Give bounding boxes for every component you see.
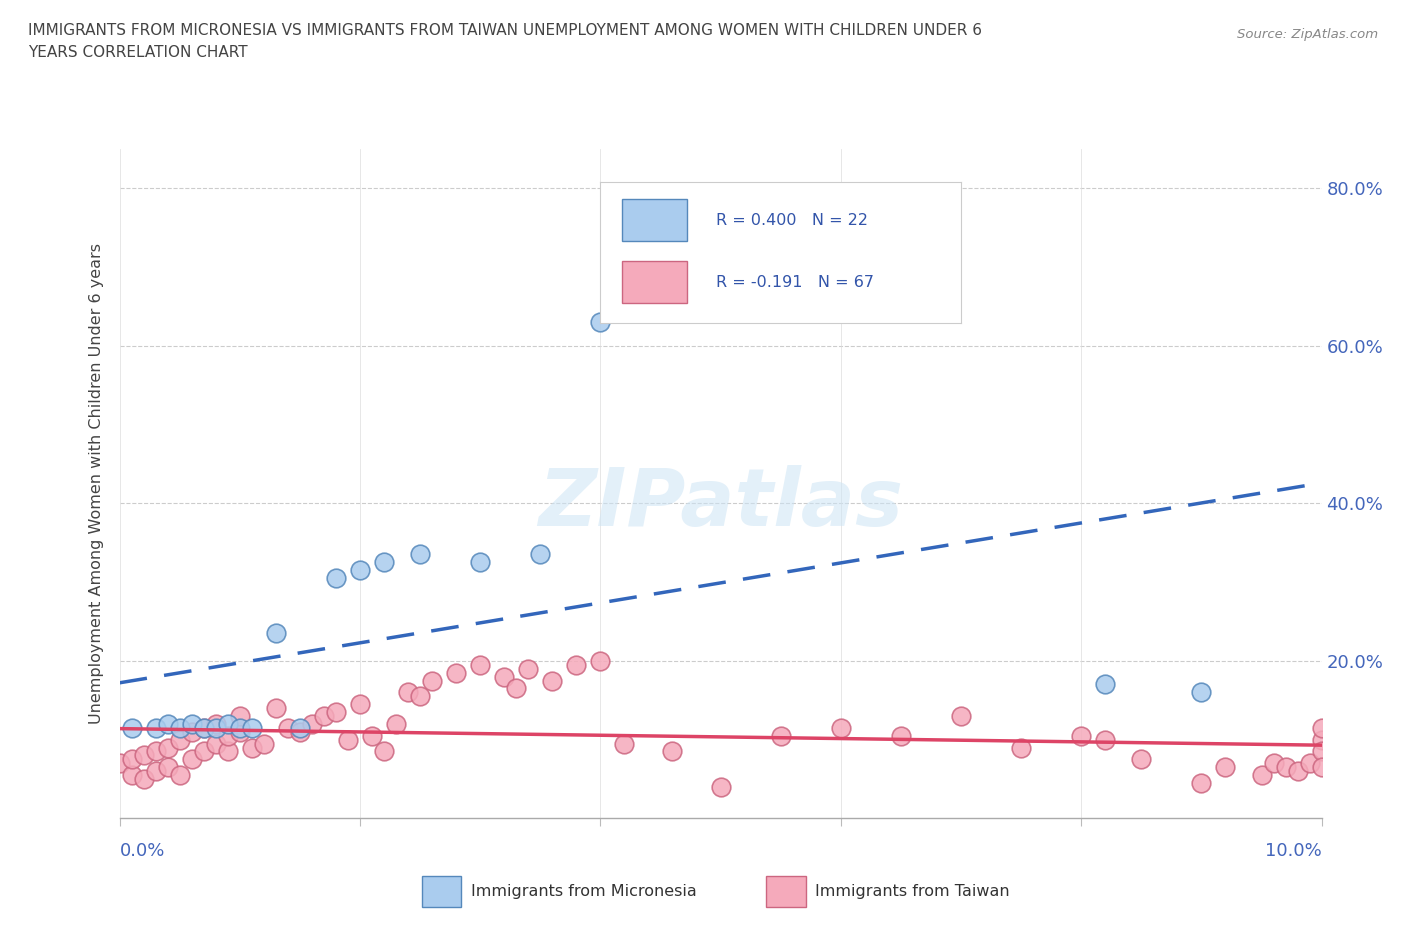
Point xyxy=(349,697,371,711)
Point xyxy=(709,299,731,313)
Point xyxy=(240,721,263,736)
Point xyxy=(108,756,131,771)
Point xyxy=(121,751,143,766)
Point xyxy=(301,716,323,731)
Point xyxy=(830,721,852,736)
Point xyxy=(565,658,588,672)
Point xyxy=(228,721,252,736)
Point xyxy=(132,748,155,763)
Point xyxy=(228,724,252,739)
Point xyxy=(156,716,179,731)
Point xyxy=(264,700,287,715)
Point xyxy=(589,314,612,329)
Point xyxy=(240,740,263,755)
Point xyxy=(1310,721,1333,736)
Text: ZIPatlas: ZIPatlas xyxy=(538,465,903,543)
Point xyxy=(1250,767,1272,782)
Point xyxy=(336,732,359,747)
Point xyxy=(145,744,167,759)
Point xyxy=(325,705,347,720)
Point xyxy=(1010,740,1032,755)
Point xyxy=(1298,756,1320,771)
Point xyxy=(288,724,311,739)
Point xyxy=(1189,776,1212,790)
Text: 10.0%: 10.0% xyxy=(1265,842,1322,859)
Text: Immigrants from Taiwan: Immigrants from Taiwan xyxy=(815,884,1010,899)
Point xyxy=(121,721,143,736)
Point xyxy=(1215,760,1237,775)
Text: Immigrants from Micronesia: Immigrants from Micronesia xyxy=(471,884,697,899)
Point xyxy=(1310,732,1333,747)
Point xyxy=(180,751,202,766)
Point xyxy=(204,721,226,736)
Point xyxy=(661,744,683,759)
Point xyxy=(361,728,384,743)
Point xyxy=(228,709,252,724)
Y-axis label: Unemployment Among Women with Children Under 6 years: Unemployment Among Women with Children U… xyxy=(89,243,104,724)
Point xyxy=(1094,732,1116,747)
Point xyxy=(1286,764,1309,778)
Point xyxy=(156,740,179,755)
Point xyxy=(709,779,731,794)
Point xyxy=(1189,684,1212,699)
Point xyxy=(505,681,527,696)
Point xyxy=(589,654,612,669)
Point xyxy=(156,760,179,775)
Point xyxy=(349,563,371,578)
Point xyxy=(1263,756,1285,771)
Point xyxy=(145,764,167,778)
Point xyxy=(373,744,395,759)
Point xyxy=(529,547,551,562)
Point xyxy=(468,555,492,570)
Point xyxy=(217,728,239,743)
Text: Source: ZipAtlas.com: Source: ZipAtlas.com xyxy=(1237,28,1378,41)
Point xyxy=(1274,760,1296,775)
Point xyxy=(204,737,226,751)
Point xyxy=(180,724,202,739)
Point xyxy=(277,721,299,736)
Point xyxy=(325,571,347,586)
Point xyxy=(193,721,215,736)
Point xyxy=(1310,744,1333,759)
Point xyxy=(1070,728,1092,743)
Point xyxy=(169,732,191,747)
Text: IMMIGRANTS FROM MICRONESIA VS IMMIGRANTS FROM TAIWAN UNEMPLOYMENT AMONG WOMEN WI: IMMIGRANTS FROM MICRONESIA VS IMMIGRANTS… xyxy=(28,23,983,38)
Point xyxy=(132,772,155,787)
Point xyxy=(1310,760,1333,775)
Point xyxy=(769,728,792,743)
Point xyxy=(409,689,432,704)
Text: YEARS CORRELATION CHART: YEARS CORRELATION CHART xyxy=(28,45,247,60)
Point xyxy=(468,658,492,672)
Point xyxy=(288,721,311,736)
Point xyxy=(373,555,395,570)
Point xyxy=(385,716,408,731)
Point xyxy=(444,665,467,680)
Point xyxy=(1130,751,1153,766)
Point xyxy=(217,744,239,759)
Point xyxy=(204,716,226,731)
Point xyxy=(253,737,276,751)
Point xyxy=(169,721,191,736)
Point xyxy=(312,709,335,724)
Text: 0.0%: 0.0% xyxy=(120,842,165,859)
Point xyxy=(541,673,564,688)
Point xyxy=(264,626,287,641)
Point xyxy=(145,721,167,736)
Point xyxy=(613,737,636,751)
Point xyxy=(121,767,143,782)
Point xyxy=(409,547,432,562)
Point xyxy=(950,709,973,724)
Point xyxy=(890,728,912,743)
Point xyxy=(420,673,443,688)
Point xyxy=(1094,677,1116,692)
Point xyxy=(193,721,215,736)
Point xyxy=(193,744,215,759)
Point xyxy=(494,670,516,684)
Point xyxy=(180,716,202,731)
Point xyxy=(396,684,419,699)
Point xyxy=(217,716,239,731)
Point xyxy=(169,767,191,782)
Point xyxy=(517,661,540,676)
